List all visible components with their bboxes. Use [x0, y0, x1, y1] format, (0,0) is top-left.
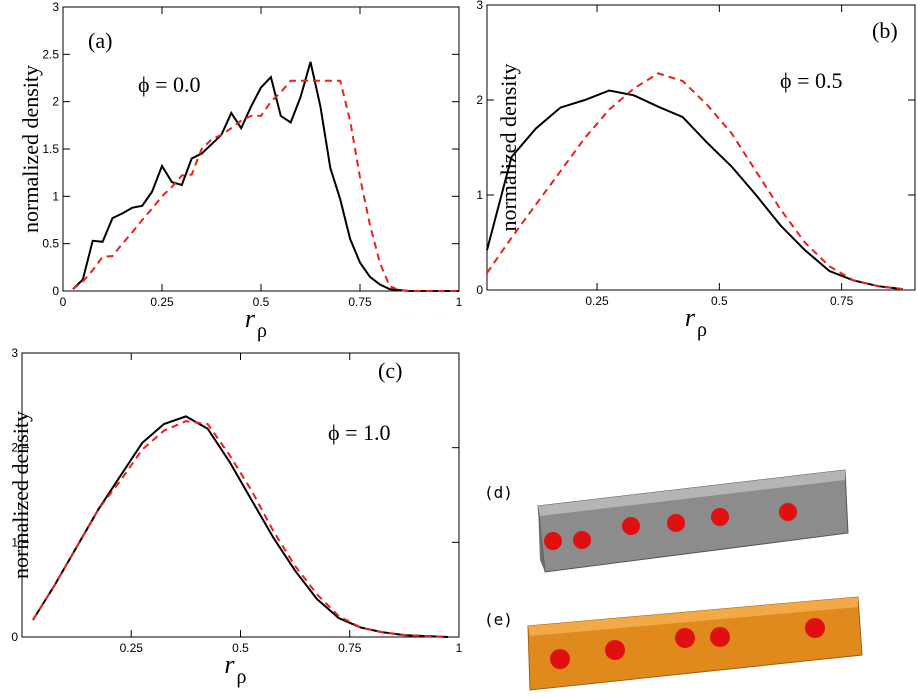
plot-frame	[62, 6, 460, 292]
y-tick-label: 1	[52, 189, 59, 203]
x-tick-label: 0.25	[120, 641, 144, 655]
x-tick-label: 0.25	[585, 294, 609, 308]
panel-label: (e)	[484, 610, 513, 629]
x-tick-label: 1	[456, 641, 463, 655]
plot-frame	[21, 352, 460, 638]
series-line	[486, 89, 903, 291]
y-axis-label: normalized density	[496, 63, 521, 231]
plot-frame	[486, 4, 916, 291]
y-tick-label: 3	[11, 346, 18, 360]
panel-label: (b)	[872, 18, 898, 43]
y-axis-label: normalized density	[8, 411, 33, 579]
y-tick-label: 1.5	[42, 142, 59, 156]
panel-label: (d)	[484, 483, 513, 502]
x-tick-label: 0.5	[711, 294, 728, 308]
x-tick-label: 0.75	[830, 294, 854, 308]
tube-e	[527, 596, 863, 691]
series-line	[72, 61, 459, 292]
annotation: ϕ = 1.0	[328, 420, 391, 445]
y-tick-label: 2	[11, 441, 18, 455]
panel-label: (a)	[88, 28, 112, 53]
y-tick-label: 2	[476, 93, 483, 107]
series-line	[486, 72, 903, 291]
x-tick-label: 0.75	[338, 641, 362, 655]
y-tick-label: 2.5	[42, 47, 59, 61]
annotation: ϕ = 0.0	[138, 72, 201, 97]
series-line	[72, 79, 459, 292]
annotation: ϕ = 0.5	[780, 68, 843, 93]
x-axis-label: r	[685, 303, 696, 332]
x-axis-label-sub: ρ	[697, 319, 707, 341]
y-tick-label: 3	[52, 0, 59, 14]
y-tick-label: 0	[476, 283, 483, 297]
y-tick-label: 1	[476, 188, 483, 202]
y-tick-label: 1	[11, 535, 18, 549]
x-tick-label: 0.5	[253, 295, 270, 309]
y-tick-label: 0	[52, 284, 59, 298]
x-axis-label: r	[224, 650, 235, 679]
y-tick-label: 0.5	[42, 237, 59, 251]
y-tick-label: 0	[11, 630, 18, 644]
y-axis-label: normalized density	[18, 65, 43, 233]
y-tick-label: 3	[476, 0, 483, 12]
x-tick-label: 0.25	[150, 295, 174, 309]
x-tick-label: 1	[456, 295, 463, 309]
series-line	[32, 415, 449, 638]
series-line	[32, 420, 449, 638]
x-axis-label: r	[245, 304, 256, 333]
x-axis-label-sub: ρ	[237, 666, 247, 688]
x-tick-label: 0	[60, 295, 67, 309]
panel-label: (c)	[378, 358, 402, 383]
tube-d	[537, 469, 849, 573]
y-tick-label: 2	[52, 95, 59, 109]
x-tick-label: 0.75	[348, 295, 372, 309]
x-axis-label-sub: ρ	[257, 320, 267, 342]
x-tick-label: 0.5	[232, 641, 249, 655]
